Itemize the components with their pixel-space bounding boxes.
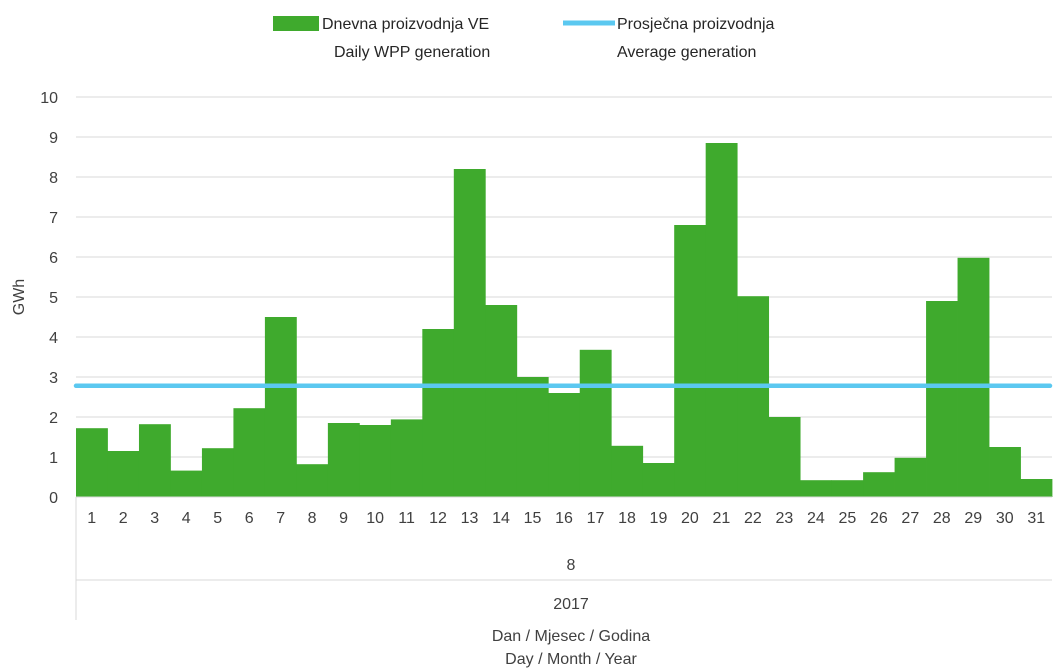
x-tick-16: 16 [555,510,573,527]
bar-day-15 [516,377,549,497]
x-tick-15: 15 [524,510,542,527]
bar-day-8 [296,464,329,497]
x-tick-19: 19 [650,510,668,527]
y-tick-7: 7 [49,210,58,227]
x-tick-20: 20 [681,510,699,527]
x-tick-12: 12 [429,510,447,527]
x-tick-3: 3 [150,510,159,527]
bar-day-10 [359,425,392,497]
y-axis-title: GWh [11,279,28,315]
x-tick-24: 24 [807,510,825,527]
x-axis-title-line2: Day / Month / Year [505,651,637,668]
x-tick-13: 13 [461,510,479,527]
x-tick-18: 18 [618,510,636,527]
y-tick-10: 10 [40,90,58,107]
bar-day-16 [548,393,581,497]
bar-day-31 [1020,479,1053,497]
bar-day-18 [611,445,644,497]
bar-day-19 [642,463,675,497]
bar-day-3 [138,424,171,497]
bars [76,143,1053,497]
legend-label-daily-line2: Daily WPP generation [334,44,490,61]
x-tick-labels: 1 2 3 4 5 6 7 8 9 10 11 12 13 14 15 16 17 18 19 20 21 22 23 24 2… [87,510,1045,527]
legend-label-average-line1: Prosječna proizvodnja [617,16,775,33]
bar-day-23 [768,417,801,497]
bar-day-2 [107,451,140,497]
legend: Dnevna proizvodnja VE Daily WPP generati… [273,16,775,61]
bar-day-28 [926,301,958,497]
x-tick-30: 30 [996,510,1014,527]
bar-day-6 [233,408,266,497]
legend-item-daily: Dnevna proizvodnja VE Daily WPP generati… [273,16,490,61]
x-tick-11: 11 [398,510,415,527]
bar-day-17 [579,349,612,497]
x-tick-8: 8 [308,510,317,527]
bar-day-25 [831,480,864,497]
y-tick-5: 5 [49,290,58,307]
bar-day-7 [264,317,297,497]
bar-day-27 [894,457,927,497]
x-tick-9: 9 [339,510,348,527]
y-tick-8: 8 [49,170,58,187]
x-tick-6: 6 [245,510,254,527]
y-tick-3: 3 [49,370,58,387]
bar-day-14 [485,305,518,497]
bar-day-26 [863,472,895,497]
x-tick-17: 17 [587,510,605,527]
year-label: 2017 [553,596,589,613]
bar-day-21 [705,143,738,497]
y-tick-9: 9 [49,130,58,147]
bar-day-1 [76,428,108,497]
x-tick-23: 23 [775,510,793,527]
x-tick-29: 29 [964,510,982,527]
legend-item-average: Prosječna proizvodnja Average generation [563,16,775,61]
x-tick-7: 7 [276,510,285,527]
x-tick-5: 5 [213,510,222,527]
y-tick-6: 6 [49,250,58,267]
bar-day-24 [800,480,833,497]
y-tick-4: 4 [49,330,58,347]
x-tick-14: 14 [492,510,510,527]
x-tick-28: 28 [933,510,951,527]
legend-swatch-daily [273,16,319,31]
bar-day-9 [327,423,360,497]
x-tick-1: 1 [87,510,96,527]
month-label: 8 [567,557,576,574]
bar-day-5 [201,448,234,497]
bar-day-4 [170,470,203,497]
bar-day-22 [737,296,770,497]
x-tick-27: 27 [901,510,919,527]
x-tick-10: 10 [366,510,384,527]
legend-label-daily-line1: Dnevna proizvodnja VE [322,16,489,33]
bar-day-29 [957,257,990,497]
bar-day-11 [390,419,423,497]
y-tick-2: 2 [49,410,58,427]
x-tick-4: 4 [182,510,191,527]
y-tick-0: 0 [49,490,58,507]
x-axis-title-line1: Dan / Mjesec / Godina [492,628,650,645]
x-tick-22: 22 [744,510,762,527]
x-tick-2: 2 [119,510,128,527]
bar-day-13 [453,169,486,497]
y-tick-1: 1 [49,450,58,467]
bar-day-30 [989,447,1021,497]
x-tick-25: 25 [838,510,856,527]
legend-label-average-line2: Average generation [617,44,756,61]
bar-day-20 [674,225,707,497]
y-tick-labels: 0 1 2 3 4 5 6 7 8 9 10 [40,90,58,507]
x-tick-26: 26 [870,510,888,527]
bar-day-12 [422,329,455,497]
x-tick-31: 31 [1027,510,1045,527]
x-tick-21: 21 [713,510,731,527]
